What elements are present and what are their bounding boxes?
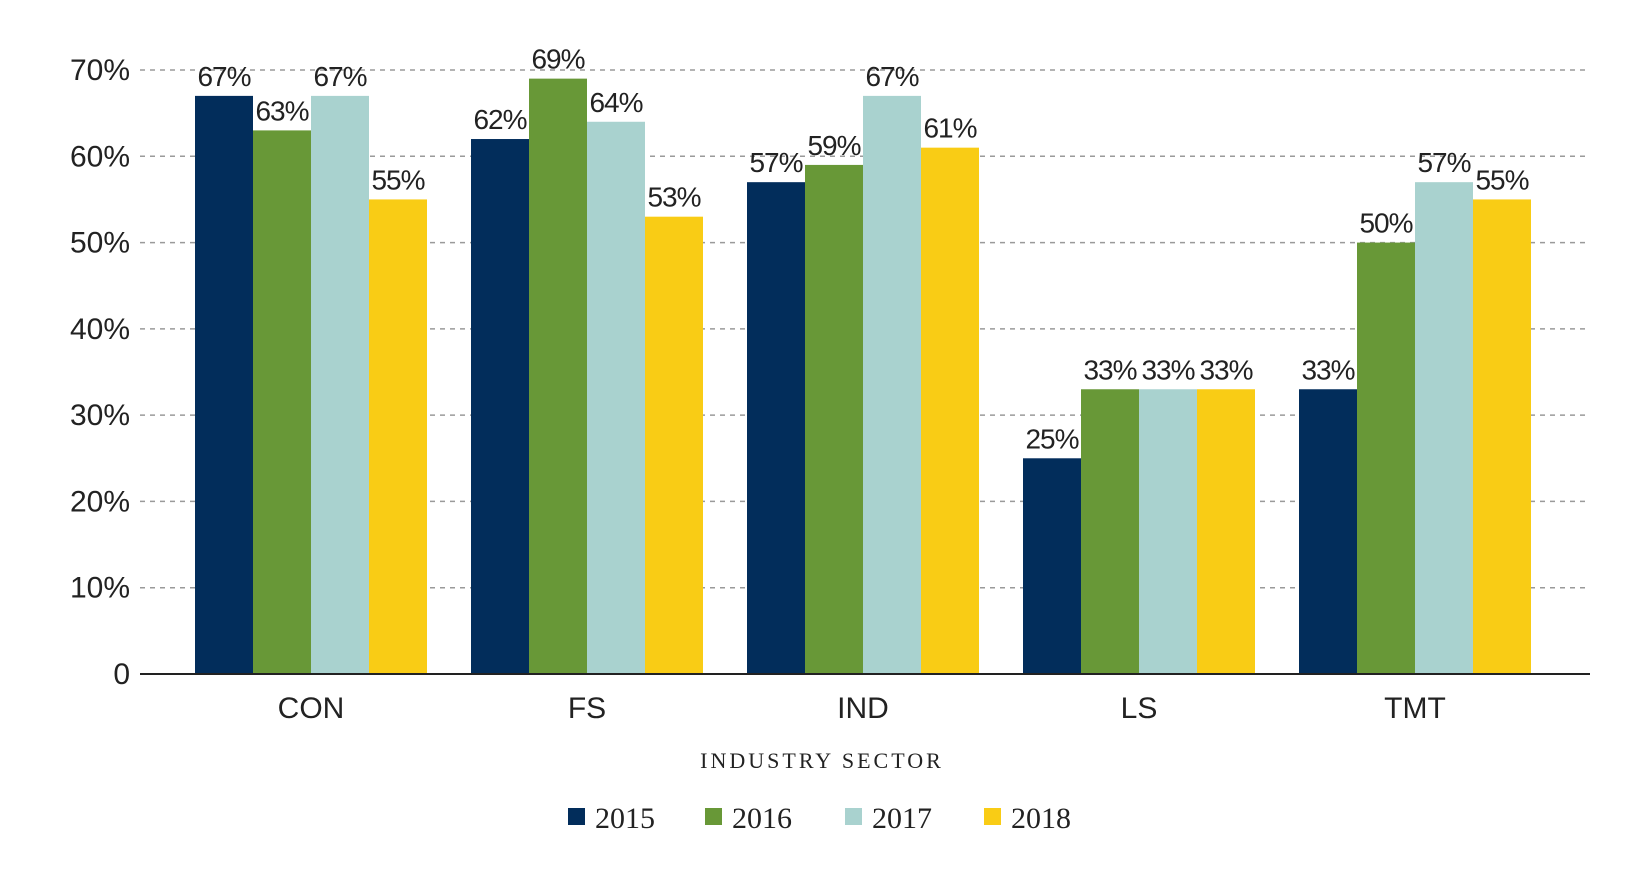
- y-tick-label: 40%: [70, 313, 130, 346]
- bar: [1415, 182, 1473, 674]
- legend-label: 2015: [595, 802, 655, 835]
- data-label: 63%: [255, 95, 308, 126]
- x-tick-label: LS: [1121, 692, 1158, 725]
- data-label: 64%: [589, 87, 642, 118]
- data-label: 50%: [1359, 208, 1412, 239]
- bar: [863, 95, 921, 674]
- data-label: 33%: [1301, 354, 1354, 385]
- bar: [921, 147, 979, 674]
- y-tick-label: 60%: [70, 140, 130, 173]
- legend-swatch: [705, 808, 722, 825]
- bar: [369, 199, 427, 674]
- legend-swatch: [568, 808, 585, 825]
- data-label: 57%: [1417, 147, 1470, 178]
- data-label: 67%: [313, 61, 366, 92]
- x-tick-label: IND: [837, 692, 889, 725]
- bar: [195, 95, 253, 674]
- bar: [1299, 389, 1357, 674]
- x-tick-label: TMT: [1384, 692, 1446, 725]
- x-axis-title: INDUSTRY SECTOR: [700, 748, 944, 773]
- bar: [805, 164, 863, 674]
- data-label: 33%: [1141, 354, 1194, 385]
- data-label: 53%: [647, 182, 700, 213]
- data-label: 62%: [473, 104, 526, 135]
- data-label: 57%: [749, 147, 802, 178]
- data-label: 55%: [1475, 164, 1528, 195]
- data-label: 69%: [531, 44, 584, 75]
- bar: [253, 130, 311, 674]
- y-tick-label: 20%: [70, 485, 130, 518]
- bar: [529, 78, 587, 675]
- data-labels-layer: 67%63%67%55%62%69%64%53%57%59%67%61%25%3…: [197, 44, 1529, 455]
- data-label: 67%: [197, 61, 250, 92]
- bar: [747, 182, 805, 674]
- data-label: 33%: [1199, 354, 1252, 385]
- y-tick-label: 70%: [70, 54, 130, 87]
- y-tick-label: 30%: [70, 399, 130, 432]
- axis-layer: 0 10% 20% 30% 40% 50% 60% 70% CON FS IND LS TMT: [70, 54, 1590, 725]
- bar: [311, 95, 369, 674]
- x-tick-label: FS: [568, 692, 606, 725]
- bar: [1197, 389, 1255, 674]
- bar: [1473, 199, 1531, 674]
- y-tick-label: 0: [113, 658, 130, 691]
- data-label: 61%: [923, 113, 976, 144]
- bar: [471, 139, 529, 674]
- legend-label: 2017: [872, 802, 932, 835]
- bar: [1023, 458, 1081, 674]
- data-label: 59%: [807, 130, 860, 161]
- data-label: 67%: [865, 61, 918, 92]
- bar: [1357, 242, 1415, 675]
- legend-swatch: [845, 808, 862, 825]
- bar: [1139, 389, 1197, 674]
- legend-label: 2018: [1011, 802, 1071, 835]
- data-label: 55%: [371, 164, 424, 195]
- legend-swatch: [984, 808, 1001, 825]
- x-tick-label: CON: [278, 692, 345, 725]
- y-tick-label: 50%: [70, 227, 130, 260]
- data-label: 25%: [1025, 423, 1078, 454]
- bar: [645, 216, 703, 674]
- bar: [587, 121, 645, 675]
- data-label: 33%: [1083, 354, 1136, 385]
- legend-label: 2016: [732, 802, 792, 835]
- bars-layer: [195, 78, 1531, 675]
- y-tick-label: 10%: [70, 572, 130, 605]
- legend: 2015 2016 2017 2018: [568, 802, 1071, 835]
- bar: [1081, 389, 1139, 674]
